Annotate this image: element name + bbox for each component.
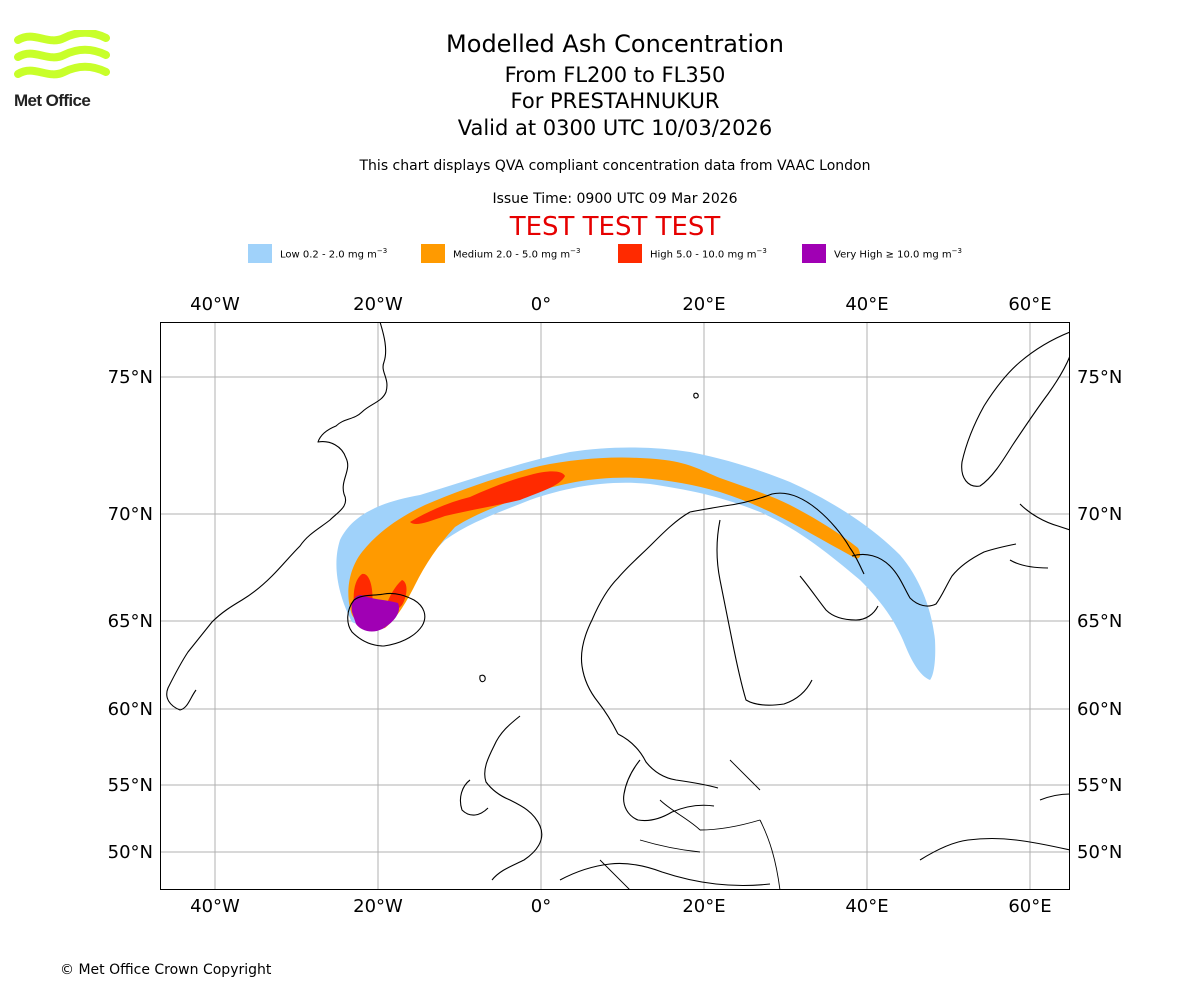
coast-europe-mainland	[559, 759, 771, 887]
ash-area-high	[353, 471, 565, 614]
coast-norway	[580, 511, 691, 735]
lat-label-left-60n: 60°N	[108, 699, 153, 720]
coast-greenland	[166, 322, 388, 711]
chart-description: This chart displays QVA compliant concen…	[359, 158, 871, 174]
volcano-name: For PRESTAHNUKUR	[510, 89, 720, 113]
lon-label-top-60e: 60°E	[1008, 294, 1051, 315]
test-banner: TEST TEST TEST	[509, 212, 721, 242]
lon-label-bottom-0: 0°	[531, 896, 551, 917]
lon-label-bottom-40e: 40°E	[845, 896, 888, 917]
lat-label-right-70n: 70°N	[1077, 504, 1122, 525]
lon-label-bottom-60e: 60°E	[1008, 896, 1051, 917]
coast-gulf-of-bothnia	[716, 519, 813, 706]
map-frame	[160, 322, 1070, 890]
lon-labels-bottom: 40°W 20°W 0° 20°E 40°E 60°E	[190, 896, 1051, 917]
legend-label-very-high: Very High ≥ 10.0 mg m−3	[834, 247, 962, 261]
coast-scandinavia	[617, 492, 865, 789]
lon-label-top-20e: 20°E	[682, 294, 725, 315]
lat-label-right-50n: 50°N	[1077, 842, 1122, 863]
lon-label-bottom-20e: 20°E	[682, 896, 725, 917]
lat-label-right-55n: 55°N	[1077, 775, 1122, 796]
legend-swatch-medium	[421, 244, 445, 263]
lat-labels-left: 75°N 70°N 65°N 60°N 55°N 50°N	[108, 367, 153, 863]
coast-faroe	[479, 674, 486, 683]
coast-iceland	[347, 592, 426, 647]
legend-label-high: High 5.0 - 10.0 mg m−3	[650, 247, 767, 261]
lat-label-left-50n: 50°N	[108, 842, 153, 863]
legend-swatch-high	[618, 244, 642, 263]
graticule	[160, 322, 1070, 890]
legend-label-medium: Medium 2.0 - 5.0 mg m−3	[453, 247, 581, 261]
borders-central-europe	[599, 759, 781, 890]
lat-label-right-75n: 75°N	[1077, 367, 1122, 388]
coast-kola-white-sea	[799, 543, 1017, 621]
lon-label-bottom-40w: 40°W	[190, 896, 240, 917]
lon-labels-top: 40°W 20°W 0° 20°E 40°E 60°E	[190, 294, 1051, 315]
legend-label-low: Low 0.2 - 2.0 mg m−3	[280, 247, 388, 261]
coast-british-isles	[459, 715, 543, 881]
legend-swatch-low	[248, 244, 272, 263]
valid-time: Valid at 0300 UTC 10/03/2026	[457, 116, 773, 140]
lon-label-bottom-20w: 20°W	[353, 896, 403, 917]
lat-label-right-65n: 65°N	[1077, 611, 1122, 632]
met-office-waves-icon	[14, 30, 110, 79]
lat-label-left-70n: 70°N	[108, 504, 153, 525]
issue-time: Issue Time: 0900 UTC 09 Mar 2026	[492, 191, 738, 207]
lat-labels-right: 75°N 70°N 65°N 60°N 55°N 50°N	[1077, 367, 1122, 863]
coast-svalbard-island	[693, 392, 699, 399]
coast-novaya-zemlya	[961, 331, 1070, 487]
met-office-logo: Met Office	[14, 30, 110, 112]
lon-label-top-40e: 40°E	[845, 294, 888, 315]
lat-label-left-75n: 75°N	[108, 367, 153, 388]
lat-label-right-60n: 60°N	[1077, 699, 1122, 720]
legend-swatch-very-high	[802, 244, 826, 263]
flight-level-range: From FL200 to FL350	[504, 63, 726, 87]
lon-label-top-40w: 40°W	[190, 294, 240, 315]
chart-title: Modelled Ash Concentration	[446, 30, 784, 58]
lat-label-left-65n: 65°N	[108, 611, 153, 632]
ash-area-very-high	[351, 595, 400, 632]
coast-east-fragment	[919, 793, 1070, 861]
coast-russia-north	[1009, 503, 1070, 569]
lon-label-top-0: 0°	[531, 294, 551, 315]
coastlines	[166, 322, 1070, 890]
ash-plume	[336, 447, 936, 680]
lat-label-left-55n: 55°N	[108, 775, 153, 796]
copyright-notice: © Met Office Crown Copyright	[60, 962, 272, 978]
lon-label-top-20w: 20°W	[353, 294, 403, 315]
met-office-logo-text: Met Office	[14, 91, 91, 110]
